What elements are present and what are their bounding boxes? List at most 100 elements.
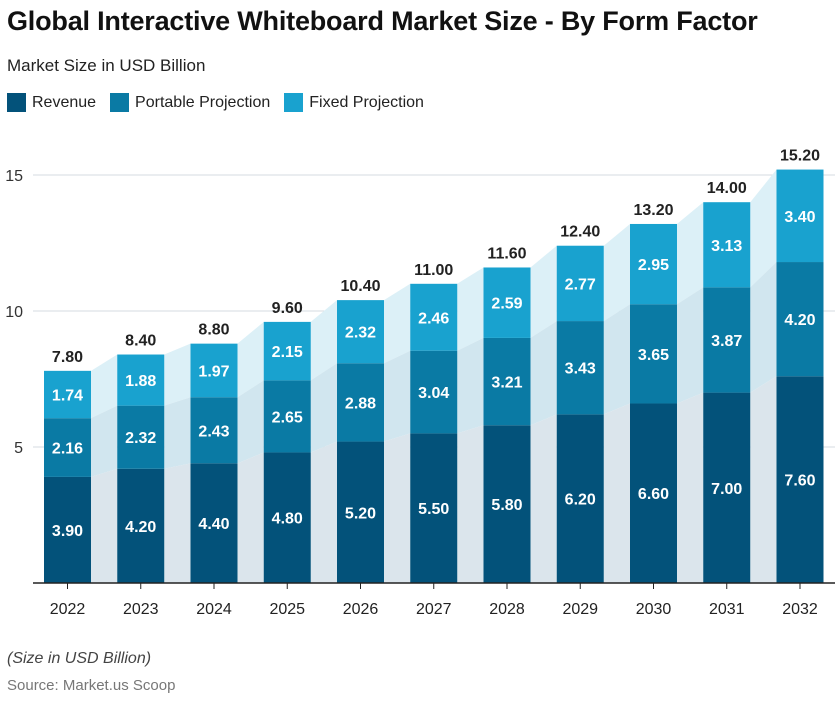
bar-segment — [44, 370, 91, 419]
legend-item-revenue: Revenue — [7, 93, 96, 112]
data-label: 3.65 — [638, 347, 669, 364]
bar-segment — [483, 267, 531, 338]
connector-band — [457, 337, 484, 434]
x-tick-label: 2022 — [50, 601, 86, 618]
data-label: 2.88 — [345, 395, 376, 412]
connector-band — [677, 287, 704, 404]
bar-segment — [630, 223, 677, 305]
data-label: 2.32 — [345, 325, 376, 342]
total-label: 11.60 — [487, 245, 526, 262]
connector-band — [237, 321, 264, 398]
data-label: 5.50 — [418, 501, 449, 518]
bar-segment — [410, 283, 458, 351]
bar-segment — [337, 441, 384, 583]
connector-band — [91, 468, 118, 583]
bar-segment — [410, 350, 458, 434]
connector-band — [310, 441, 337, 583]
bar-segment — [483, 425, 531, 583]
legend-swatch — [110, 93, 130, 112]
connector-band — [603, 403, 630, 583]
chart-subtitle: Market Size in USD Billion — [7, 56, 206, 75]
data-label: 4.20 — [784, 312, 815, 329]
legend: Revenue Portable Projection Fixed Projec… — [7, 93, 424, 112]
connector-band — [603, 304, 630, 415]
bar-segment — [776, 169, 824, 263]
connector-band — [310, 363, 337, 453]
legend-swatch — [7, 93, 26, 112]
x-tick-label: 2023 — [123, 601, 159, 618]
data-label: 3.40 — [784, 209, 815, 226]
data-label: 2.65 — [272, 409, 303, 426]
y-tick-label: 5 — [14, 440, 23, 457]
connector-band — [603, 223, 630, 322]
x-tick-label: 2032 — [782, 601, 818, 618]
y-tick-label: 15 — [5, 168, 23, 185]
x-tick-label: 2027 — [416, 601, 452, 618]
connector-band — [237, 380, 264, 464]
total-label: 11.00 — [414, 262, 453, 279]
x-tick-label: 2031 — [709, 601, 745, 618]
data-label: 2.32 — [125, 430, 156, 447]
data-label: 2.95 — [638, 257, 669, 274]
connector-band — [750, 262, 777, 393]
data-label: 5.80 — [491, 497, 522, 514]
data-label: 7.60 — [784, 473, 815, 490]
connector-band — [530, 414, 557, 583]
total-label: 7.80 — [52, 349, 83, 366]
total-label: 8.40 — [125, 333, 156, 350]
connector-band — [457, 425, 484, 583]
x-tick-label: 2030 — [636, 601, 672, 618]
total-label: 14.00 — [707, 180, 747, 197]
data-label: 6.20 — [565, 492, 596, 509]
data-label: 3.13 — [711, 238, 742, 255]
data-label: 2.16 — [52, 441, 83, 458]
bar-segment — [703, 202, 751, 288]
total-label: 13.20 — [633, 202, 673, 219]
bar-segment — [630, 403, 677, 583]
connector-band — [750, 376, 777, 583]
connector-band — [530, 245, 557, 338]
bar-segment — [776, 262, 824, 377]
data-label: 4.20 — [125, 519, 156, 536]
bar-segment — [703, 392, 751, 583]
connector-band — [310, 300, 337, 381]
connector-band — [457, 267, 484, 351]
bar-segment — [263, 380, 311, 453]
data-label: 1.74 — [52, 388, 83, 405]
connector-band — [384, 350, 411, 442]
data-label: 3.21 — [491, 375, 522, 392]
data-label: 2.77 — [565, 276, 596, 293]
bar-segment — [556, 414, 604, 583]
y-tick-label: 10 — [5, 304, 23, 321]
legend-swatch — [284, 93, 304, 112]
bar-segment — [410, 433, 458, 583]
connector-band — [530, 321, 557, 426]
connector-band — [91, 405, 118, 477]
data-label: 2.46 — [418, 310, 449, 327]
legend-label: Fixed Projection — [309, 93, 424, 111]
bar-segment — [556, 321, 604, 415]
legend-label: Revenue — [32, 93, 97, 111]
bar-segment — [117, 354, 165, 406]
connector-band — [164, 463, 191, 583]
bar-segment — [44, 418, 91, 477]
bar-segment — [190, 343, 238, 398]
bar-segment — [630, 304, 677, 404]
connector-band — [384, 283, 411, 364]
data-label: 3.87 — [711, 333, 742, 350]
bar-segment — [263, 452, 311, 583]
connector-band — [750, 169, 777, 288]
data-label: 3.04 — [418, 385, 449, 402]
data-label: 7.00 — [711, 481, 742, 498]
data-label: 3.43 — [565, 361, 596, 378]
bar-segment — [337, 363, 384, 442]
data-label: 4.40 — [198, 516, 229, 533]
source: Source: Market.us Scoop — [7, 677, 176, 694]
x-tick-label: 2026 — [343, 601, 379, 618]
data-label: 5.20 — [345, 505, 376, 522]
x-tick-label: 2029 — [562, 601, 598, 618]
connector-band — [164, 397, 191, 469]
bar-segment — [190, 397, 238, 464]
